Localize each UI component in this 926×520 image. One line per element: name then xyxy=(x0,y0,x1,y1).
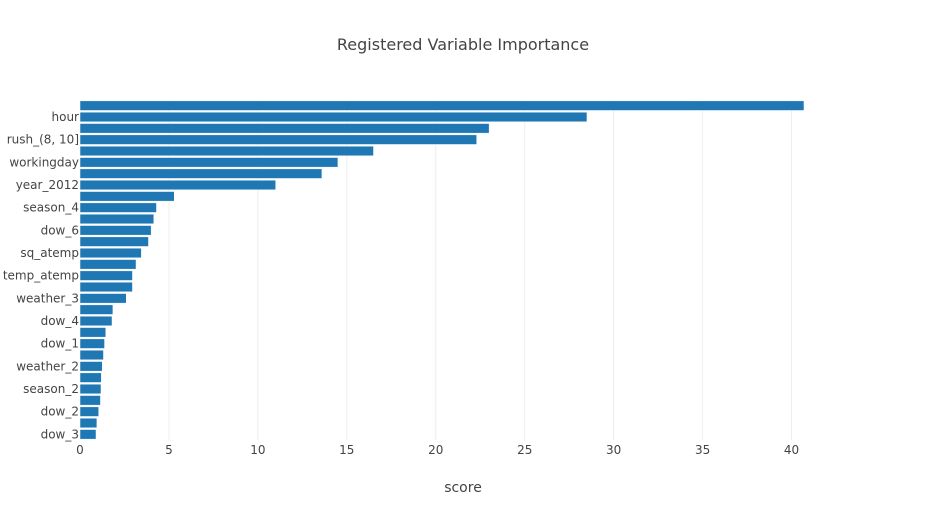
bar[interactable] xyxy=(79,134,477,145)
x-tick-label: 40 xyxy=(784,443,799,457)
y-tick-label: dow_2 xyxy=(41,405,79,419)
bar[interactable] xyxy=(79,395,101,406)
bar[interactable] xyxy=(79,372,102,383)
bar[interactable] xyxy=(79,270,133,281)
y-tick-labels: hour rush_(8, 10] workingday year_2012seaso… xyxy=(3,110,79,441)
bar[interactable] xyxy=(79,429,97,440)
bar[interactable] xyxy=(79,383,102,395)
grid-layer xyxy=(168,100,793,440)
y-tick-label: dow_6 xyxy=(41,223,79,237)
bar[interactable] xyxy=(79,349,104,361)
bar[interactable] xyxy=(79,315,113,327)
x-tick-label: 0 xyxy=(76,443,84,457)
bar[interactable] xyxy=(79,123,490,134)
x-tick-label: 10 xyxy=(250,443,265,457)
bar[interactable] xyxy=(79,236,149,247)
bar[interactable] xyxy=(79,304,114,315)
y-tick-label: weather_3 xyxy=(16,291,79,305)
bar[interactable] xyxy=(79,327,107,338)
y-tick-label: weather_2 xyxy=(16,359,79,373)
x-tick-labels: 0 5 10 15 20 25 30 35 40 xyxy=(76,443,799,457)
bar[interactable] xyxy=(79,191,175,202)
bar[interactable] xyxy=(79,338,105,349)
bar[interactable] xyxy=(79,111,588,123)
x-tick-label: 25 xyxy=(517,443,532,457)
bar[interactable] xyxy=(79,100,805,111)
bar[interactable] xyxy=(79,361,103,372)
x-tick-label: 5 xyxy=(165,443,173,457)
bar[interactable] xyxy=(79,225,152,236)
bar[interactable] xyxy=(79,281,133,293)
chart-title: Registered Variable Importance xyxy=(337,35,589,54)
y-tick-label: dow_4 xyxy=(41,314,79,328)
y-tick-label: temp_atemp xyxy=(3,269,79,283)
bar[interactable] xyxy=(79,247,142,259)
y-tick-label: season_2 xyxy=(23,382,79,396)
x-tick-label: 15 xyxy=(339,443,354,457)
bar[interactable] xyxy=(79,213,155,225)
bar-layer xyxy=(79,100,805,440)
x-tick-label: 20 xyxy=(428,443,443,457)
y-tick-label: season_4 xyxy=(23,201,79,215)
y-tick-label: hour xyxy=(52,110,80,124)
bar[interactable] xyxy=(79,259,137,270)
bar[interactable] xyxy=(79,406,99,417)
bar[interactable] xyxy=(79,293,127,304)
y-tick-label: sq_atemp xyxy=(20,246,79,260)
y-tick-label: dow_3 xyxy=(41,427,79,441)
bar[interactable] xyxy=(79,202,157,213)
y-tick-label: year_2012 xyxy=(16,178,79,192)
bar[interactable] xyxy=(79,179,276,191)
bar[interactable] xyxy=(79,168,323,179)
y-tick-label: workingday xyxy=(9,155,79,169)
bar[interactable] xyxy=(79,145,374,157)
y-tick-label: rush_(8, 10] xyxy=(7,133,79,147)
x-tick-label: 35 xyxy=(695,443,710,457)
y-tick-label: dow_1 xyxy=(41,337,79,351)
bar[interactable] xyxy=(79,157,339,168)
x-tick-label: 30 xyxy=(606,443,621,457)
x-axis-title: score xyxy=(444,480,482,496)
bar[interactable] xyxy=(79,417,98,429)
